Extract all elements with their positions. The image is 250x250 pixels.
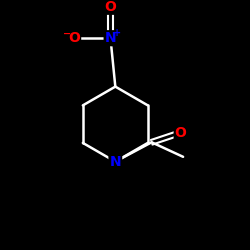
Text: −: − bbox=[63, 29, 72, 39]
Text: O: O bbox=[175, 126, 186, 140]
Text: N: N bbox=[110, 155, 121, 169]
Text: O: O bbox=[104, 0, 117, 14]
Text: N: N bbox=[105, 31, 116, 45]
Text: +: + bbox=[113, 28, 121, 38]
Text: O: O bbox=[68, 31, 80, 45]
